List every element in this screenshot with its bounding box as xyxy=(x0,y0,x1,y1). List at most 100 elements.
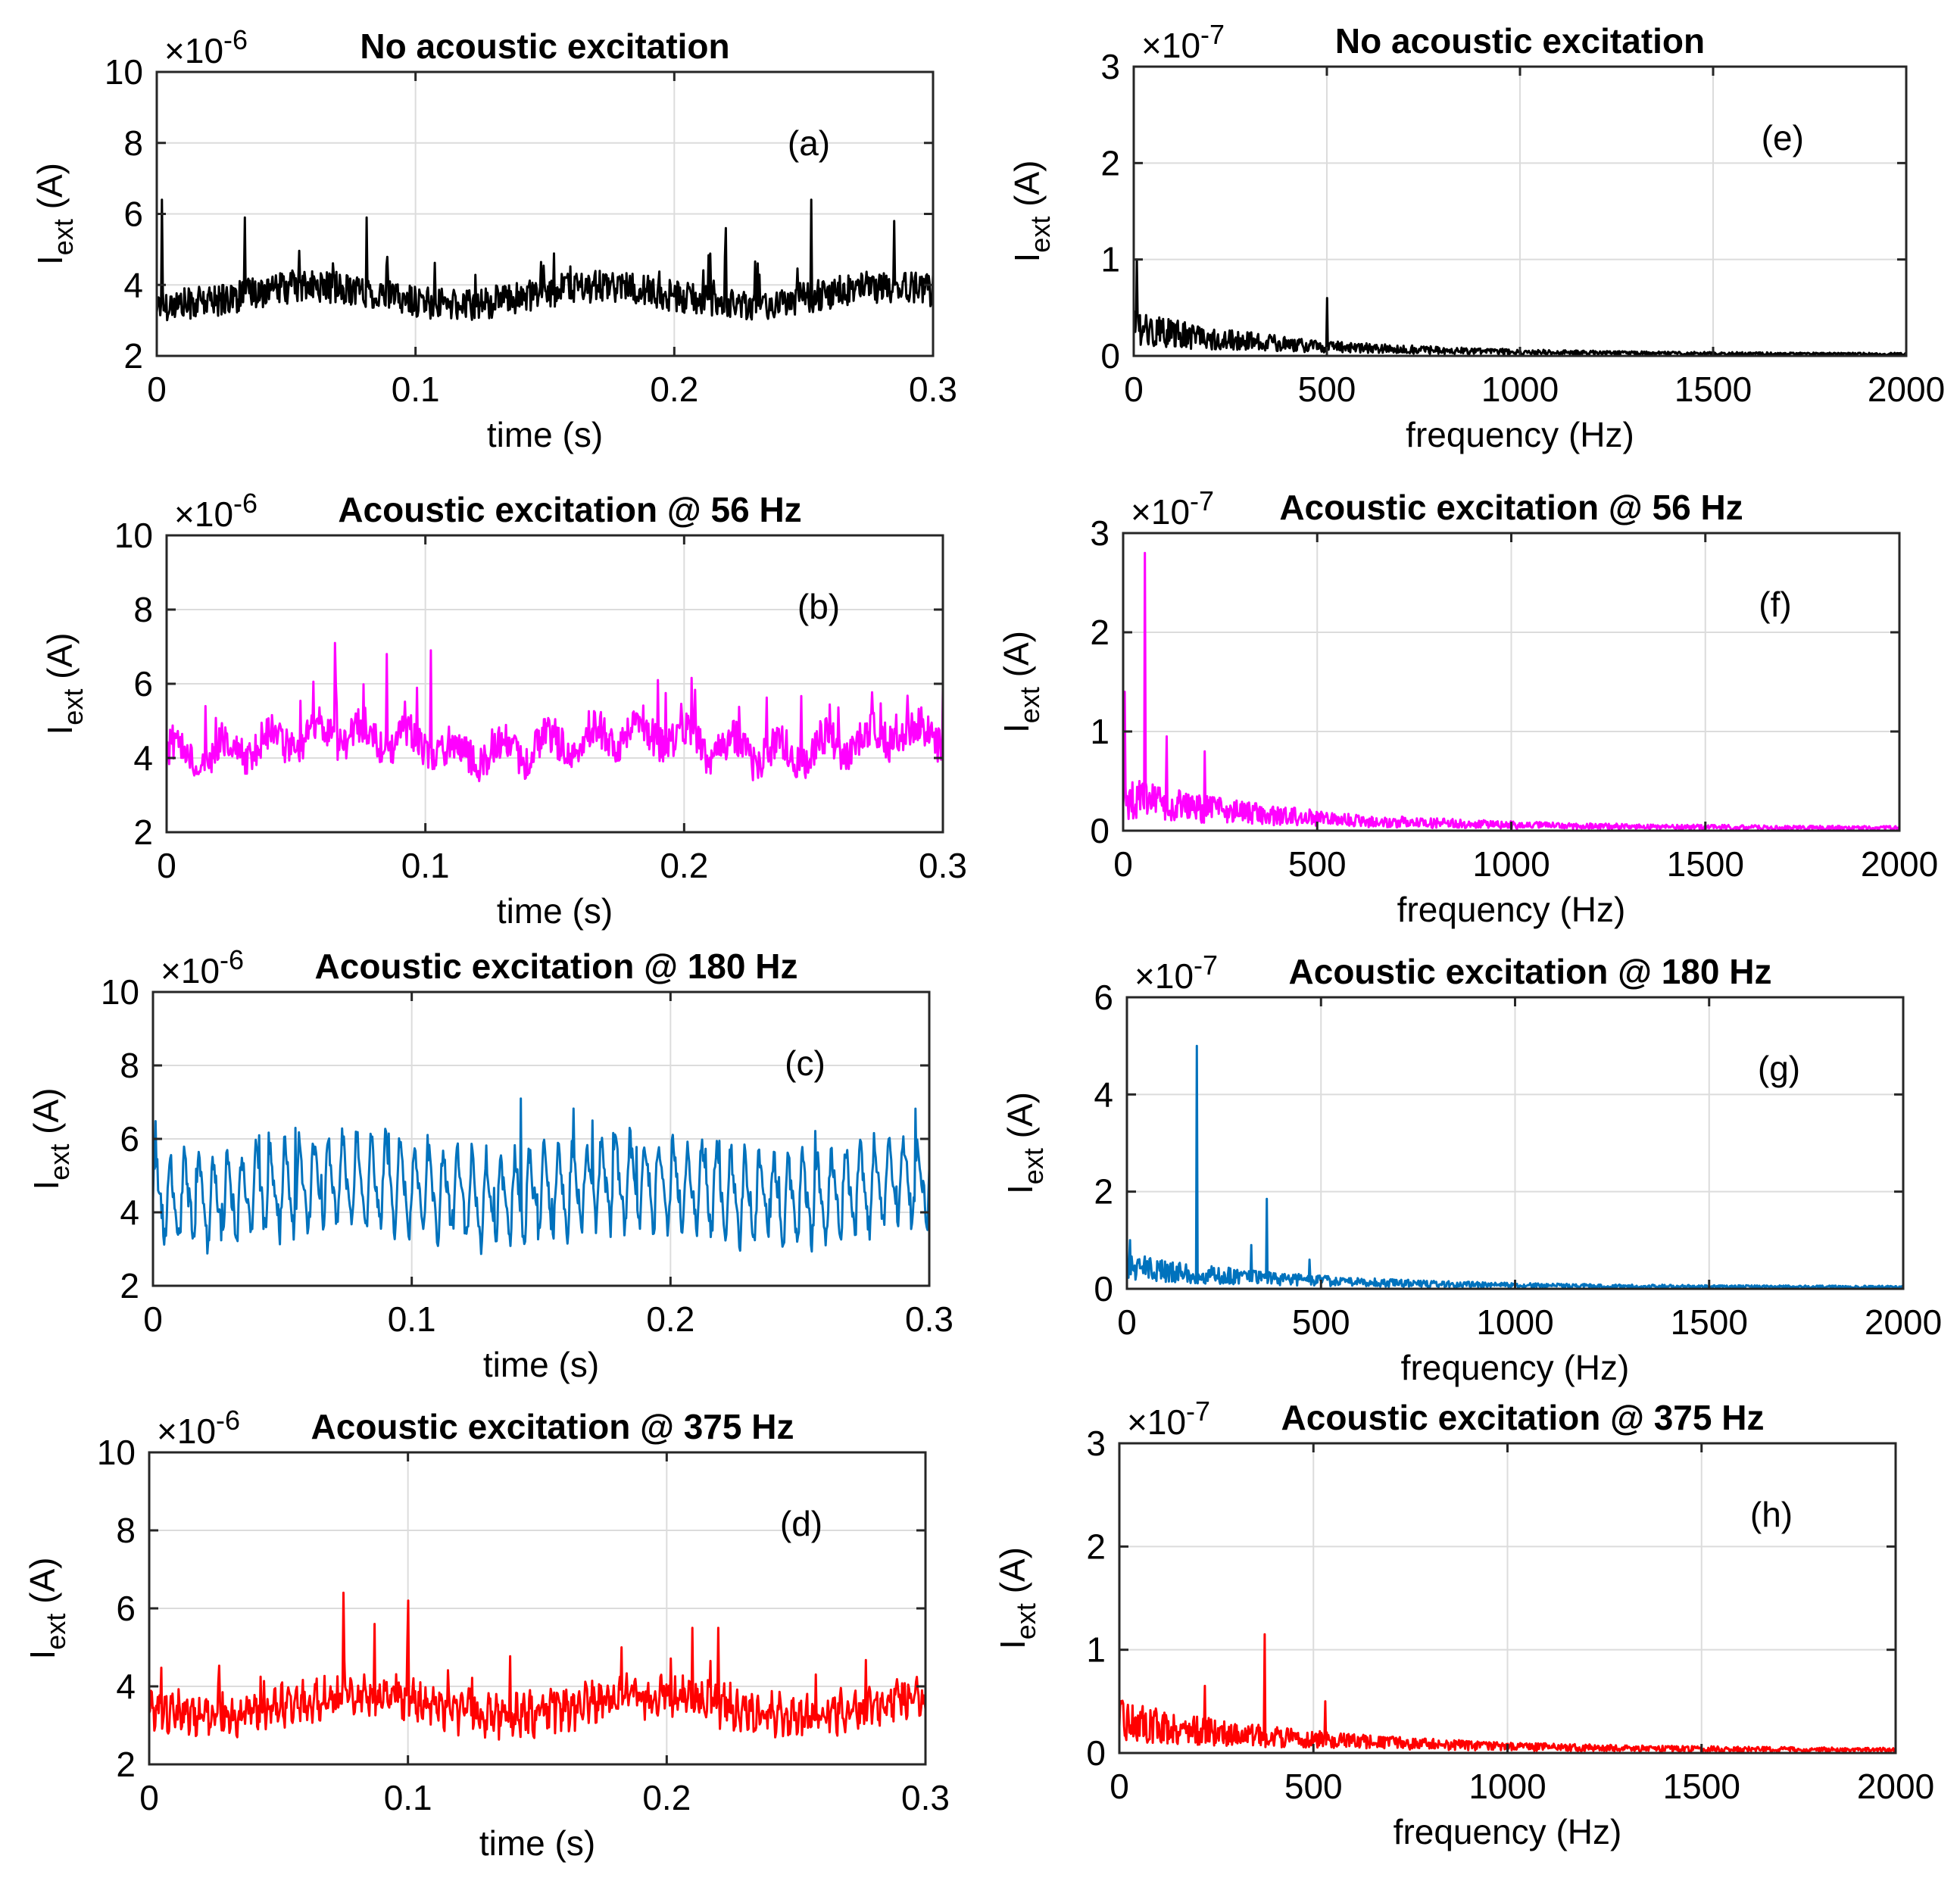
ytick-label-h-2: 2 xyxy=(1086,1527,1106,1566)
xtick-label-a-3: 0.3 xyxy=(909,370,957,409)
y-axis-label-f: Iext (A) xyxy=(997,631,1045,733)
ytick-label-g-0: 0 xyxy=(1094,1269,1113,1309)
xtick-label-c-3: 0.3 xyxy=(905,1299,953,1339)
ytick-label-a-2: 6 xyxy=(123,195,143,234)
panel-b: 0 0.1 0.2 0.3 2 4 6 8 10 ×10-6 Acoustic excitation… xyxy=(40,488,967,931)
xtick-label-b-0: 0 xyxy=(157,846,176,885)
exponent-label-f: ×10-7 xyxy=(1131,485,1214,532)
y-axis-label-a: Iext (A) xyxy=(30,163,79,265)
exponent-label-h: ×10-7 xyxy=(1127,1396,1210,1442)
exponent-label-e: ×10-7 xyxy=(1141,19,1225,65)
exponent-label-g: ×10-7 xyxy=(1134,950,1218,996)
panel-label-f: (f) xyxy=(1759,585,1791,624)
ytick-label-c-3: 8 xyxy=(120,1046,139,1085)
xtick-label-g-2: 1000 xyxy=(1476,1302,1553,1342)
series-line-b xyxy=(167,641,943,782)
ytick-label-g-3: 6 xyxy=(1094,978,1113,1017)
xtick-label-e-4: 2000 xyxy=(1868,370,1945,409)
y-axis-label-c: Iext (A) xyxy=(27,1088,75,1190)
xtick-label-a-2: 0.2 xyxy=(650,370,698,409)
ytick-label-e-1: 1 xyxy=(1100,240,1120,279)
ytick-label-a-4: 10 xyxy=(105,52,143,92)
ytick-label-f-3: 3 xyxy=(1090,513,1110,553)
xtick-label-d-1: 0.1 xyxy=(384,1778,432,1817)
xtick-label-e-1: 500 xyxy=(1298,370,1356,409)
ytick-label-b-4: 10 xyxy=(114,516,153,555)
xtick-label-f-2: 1000 xyxy=(1472,844,1550,884)
y-axis-label-b: Iext (A) xyxy=(40,633,89,735)
y-axis-label-d: Iext (A) xyxy=(23,1558,71,1660)
ytick-label-c-4: 10 xyxy=(101,972,139,1012)
x-axis-label-e: frequency (Hz) xyxy=(1406,415,1634,454)
panel-title-a: No acoustic excitation xyxy=(360,27,729,66)
xtick-label-b-2: 0.2 xyxy=(660,846,708,885)
panel-title-b: Acoustic excitation @ 56 Hz xyxy=(338,490,801,529)
y-axis-label-e: Iext (A) xyxy=(1007,161,1056,263)
xtick-label-h-3: 1500 xyxy=(1663,1767,1740,1806)
panel-label-b: (b) xyxy=(797,587,840,626)
x-axis-label-a: time (s) xyxy=(487,415,603,454)
exponent-label-a: ×10-6 xyxy=(164,24,248,70)
panel-c: 0 0.1 0.2 0.3 2 4 6 8 10 ×10-6 Acoustic excitation… xyxy=(27,944,953,1384)
xtick-label-d-2: 0.2 xyxy=(642,1778,691,1817)
ytick-label-f-0: 0 xyxy=(1090,811,1110,850)
panel-g: 0 500 1000 1500 2000 0 2 4 6 ×10-7 Acoustic excita… xyxy=(1000,950,1942,1387)
xtick-label-f-0: 0 xyxy=(1113,844,1133,884)
xtick-label-g-0: 0 xyxy=(1117,1302,1137,1342)
ytick-label-e-3: 3 xyxy=(1100,47,1120,86)
xtick-label-h-1: 500 xyxy=(1284,1767,1343,1806)
xtick-label-c-1: 0.1 xyxy=(388,1299,436,1339)
xtick-label-h-0: 0 xyxy=(1110,1767,1129,1806)
panel-label-a: (a) xyxy=(788,123,830,163)
xtick-label-g-4: 2000 xyxy=(1865,1302,1942,1342)
panel-title-f: Acoustic excitation @ 56 Hz xyxy=(1279,488,1743,527)
ytick-label-h-3: 3 xyxy=(1086,1424,1106,1463)
panel-a: 0 0.1 0.2 0.3 2 4 6 8 10 ×10-6 No acoustic excitat… xyxy=(30,24,957,454)
ytick-label-d-4: 10 xyxy=(97,1433,136,1472)
xtick-label-e-0: 0 xyxy=(1124,370,1144,409)
xtick-label-d-0: 0 xyxy=(139,1778,159,1817)
ytick-label-f-1: 1 xyxy=(1090,712,1110,751)
panel-title-g: Acoustic excitation @ 180 Hz xyxy=(1289,952,1772,991)
x-axis-label-g: frequency (Hz) xyxy=(1401,1348,1630,1387)
exponent-label-c: ×10-6 xyxy=(161,944,244,990)
xtick-label-b-1: 0.1 xyxy=(401,846,450,885)
ytick-label-c-0: 2 xyxy=(120,1266,139,1305)
ytick-label-a-0: 2 xyxy=(123,336,143,376)
x-axis-label-d: time (s) xyxy=(479,1823,595,1863)
ytick-label-e-2: 2 xyxy=(1100,143,1120,182)
panel-label-c: (c) xyxy=(785,1043,826,1083)
panel-label-e: (e) xyxy=(1762,118,1804,158)
ytick-label-b-1: 4 xyxy=(133,738,153,778)
xtick-label-c-0: 0 xyxy=(143,1299,163,1339)
ytick-label-c-2: 6 xyxy=(120,1119,139,1159)
panel-title-e: No acoustic excitation xyxy=(1335,21,1705,61)
exponent-label-d: ×10-6 xyxy=(157,1405,240,1451)
panel-d: 0 0.1 0.2 0.3 2 4 6 8 10 ×10-6 Acoustic excitation… xyxy=(23,1405,950,1863)
ytick-label-a-1: 4 xyxy=(123,265,143,304)
ytick-label-d-2: 6 xyxy=(116,1589,136,1628)
x-axis-label-f: frequency (Hz) xyxy=(1397,890,1626,929)
ytick-label-f-2: 2 xyxy=(1090,613,1110,652)
xtick-label-g-1: 500 xyxy=(1292,1302,1350,1342)
ytick-label-b-0: 2 xyxy=(133,813,153,852)
ytick-label-a-3: 8 xyxy=(123,123,143,163)
xtick-label-h-4: 2000 xyxy=(1857,1767,1934,1806)
ytick-label-d-1: 4 xyxy=(116,1667,136,1706)
panel-h: 0 500 1000 1500 2000 0 1 2 3 ×10-7 Acoustic excita… xyxy=(993,1396,1934,1851)
xtick-label-d-3: 0.3 xyxy=(901,1778,950,1817)
panel-f: 0 500 1000 1500 2000 0 1 2 3 ×10-7 Acoustic excita… xyxy=(997,485,1938,929)
series-line-c xyxy=(153,1097,929,1255)
ytick-label-g-1: 2 xyxy=(1094,1172,1113,1212)
xtick-label-h-2: 1000 xyxy=(1468,1767,1546,1806)
series-line-d xyxy=(149,1591,925,1741)
ytick-label-b-3: 8 xyxy=(133,590,153,629)
xtick-label-c-2: 0.2 xyxy=(646,1299,694,1339)
ytick-label-b-2: 6 xyxy=(133,664,153,703)
xtick-label-a-1: 0.1 xyxy=(392,370,440,409)
panel-title-d: Acoustic excitation @ 375 Hz xyxy=(311,1407,794,1446)
panel-label-d: (d) xyxy=(780,1504,822,1543)
exponent-label-b: ×10-6 xyxy=(174,488,257,534)
xtick-label-e-3: 1500 xyxy=(1674,370,1752,409)
panel-label-h: (h) xyxy=(1750,1495,1793,1534)
